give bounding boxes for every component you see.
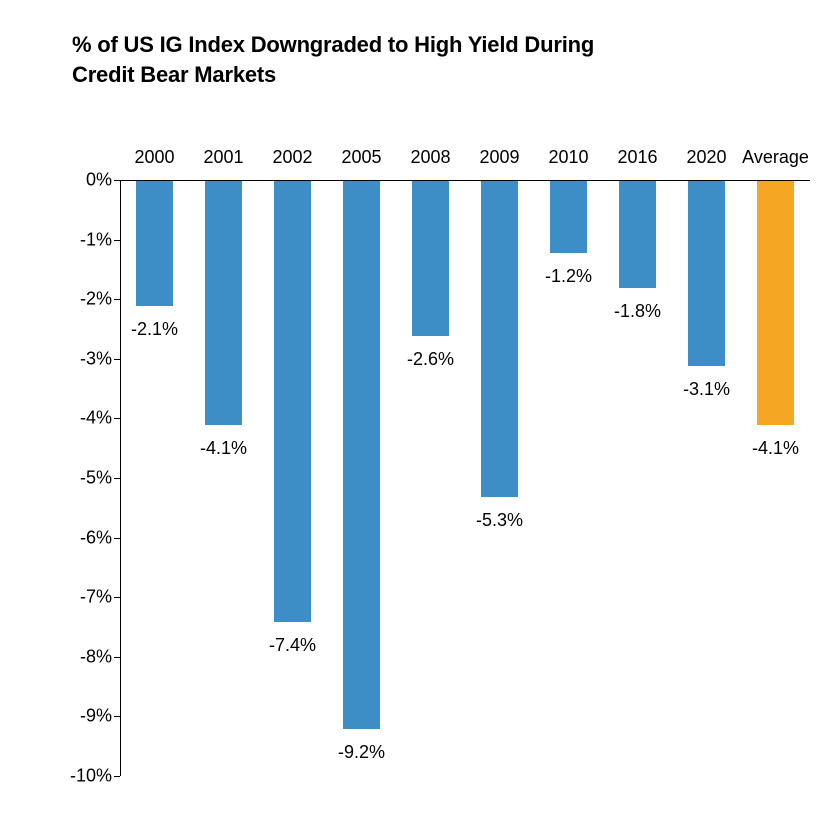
bar (343, 181, 381, 729)
y-tick (114, 776, 120, 777)
value-label: -4.1% (200, 438, 247, 459)
value-label: -1.2% (545, 266, 592, 287)
value-label: -9.2% (338, 742, 385, 763)
chart-plot-area: 2000-2.1%2001-4.1%2002-7.4%2005-9.2%2008… (120, 180, 810, 776)
value-label: -2.1% (131, 319, 178, 340)
title-line-2: Credit Bear Markets (72, 62, 276, 87)
bar (619, 181, 657, 288)
y-tick (114, 716, 120, 717)
title-line-1: % of US IG Index Downgraded to High Yiel… (72, 32, 594, 57)
bar (688, 181, 726, 366)
y-axis-label: -9% (80, 706, 112, 727)
category-label: 2016 (617, 147, 657, 168)
bar (481, 181, 519, 497)
y-tick (114, 657, 120, 658)
category-label: Average (742, 147, 809, 168)
y-tick (114, 359, 120, 360)
chart-container: % of US IG Index Downgraded to High Yiel… (0, 0, 840, 815)
value-label: -5.3% (476, 510, 523, 531)
bar (136, 181, 174, 306)
bar (274, 181, 312, 622)
category-label: 2010 (548, 147, 588, 168)
y-axis-label: -1% (80, 229, 112, 250)
y-axis-label: -2% (80, 289, 112, 310)
value-label: -1.8% (614, 301, 661, 322)
bar (550, 181, 588, 253)
y-tick (114, 299, 120, 300)
y-tick (114, 240, 120, 241)
y-tick (114, 597, 120, 598)
category-label: 2000 (134, 147, 174, 168)
value-label: -3.1% (683, 379, 730, 400)
bar (205, 181, 243, 425)
y-tick (114, 180, 120, 181)
y-axis-label: 0% (86, 170, 112, 191)
category-label: 2001 (203, 147, 243, 168)
y-axis-label: -3% (80, 348, 112, 369)
bar (412, 181, 450, 336)
value-label: -4.1% (752, 438, 799, 459)
category-label: 2002 (272, 147, 312, 168)
y-axis-label: -10% (70, 766, 112, 787)
category-label: 2005 (341, 147, 381, 168)
category-label: 2020 (686, 147, 726, 168)
y-axis-label: -4% (80, 408, 112, 429)
y-axis (120, 180, 121, 776)
y-axis-label: -8% (80, 646, 112, 667)
category-label: 2009 (479, 147, 519, 168)
y-tick (114, 538, 120, 539)
y-axis-label: -7% (80, 587, 112, 608)
value-label: -2.6% (407, 349, 454, 370)
y-tick (114, 418, 120, 419)
value-label: -7.4% (269, 635, 316, 656)
y-axis-label: -6% (80, 527, 112, 548)
chart-title: % of US IG Index Downgraded to High Yiel… (72, 30, 594, 89)
y-tick (114, 478, 120, 479)
y-axis-label: -5% (80, 468, 112, 489)
category-label: 2008 (410, 147, 450, 168)
bar (757, 181, 795, 425)
